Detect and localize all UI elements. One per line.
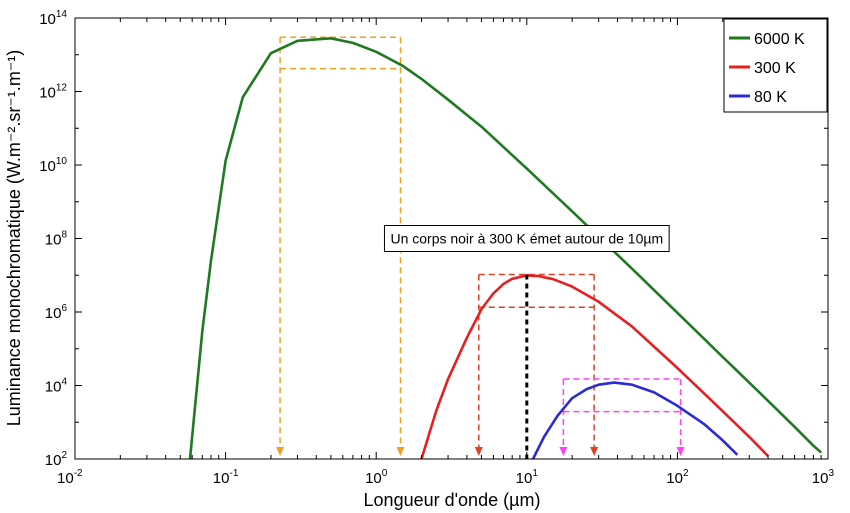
axis-ticks: 10-2 10-1 100 101 102 103 102 104 106 108 1010 1012… — [39, 9, 834, 487]
marker-arrow-1-0 — [474, 447, 483, 456]
y-tick-label: 104 — [45, 377, 68, 396]
annotation: Un corps noir à 300 K émet autour de 10µ… — [383, 225, 670, 252]
x-tick-label: 10-1 — [213, 468, 239, 487]
legend-label-300k: 300 K — [754, 60, 796, 77]
series-line-80-k — [531, 381, 739, 460]
y-tick-label: 1014 — [39, 9, 67, 28]
marker-boxes — [276, 36, 685, 456]
marker-arrow-0-0 — [276, 447, 285, 456]
marker-arrow-0-1 — [396, 447, 405, 456]
marker-arrow-1-1 — [590, 447, 599, 456]
x-tick-label: 102 — [666, 468, 689, 487]
marker-arrow-2-0 — [559, 447, 568, 456]
curves — [188, 37, 822, 460]
x-tick-label: 100 — [365, 468, 388, 487]
annotation-text: Un corps noir à 300 K émet autour de 10µ… — [390, 231, 663, 247]
y-axis-label: Luminance monochromatique (W.m⁻².sr⁻¹.m⁻… — [4, 50, 24, 427]
legend-label-6000k: 6000 K — [754, 31, 805, 48]
y-tick-label: 1012 — [39, 83, 67, 102]
series-line-300-k — [420, 274, 770, 460]
y-tick-label: 102 — [45, 450, 68, 469]
x-tick-label: 101 — [516, 468, 539, 487]
x-axis-label: Longueur d'onde (µm) — [364, 490, 541, 510]
legend-label-80k: 80 K — [754, 89, 787, 106]
x-tick-label: 103 — [812, 468, 835, 487]
marker-arrow-2-1 — [676, 447, 685, 456]
y-tick-label: 106 — [45, 303, 68, 322]
series-line-6000-k — [188, 37, 822, 460]
annotation-box — [383, 225, 670, 252]
legend: 6000 K 300 K 80 K — [723, 18, 828, 113]
y-tick-label: 1010 — [39, 156, 67, 175]
x-tick-label: 10-2 — [57, 468, 83, 487]
y-tick-label: 108 — [45, 230, 68, 249]
